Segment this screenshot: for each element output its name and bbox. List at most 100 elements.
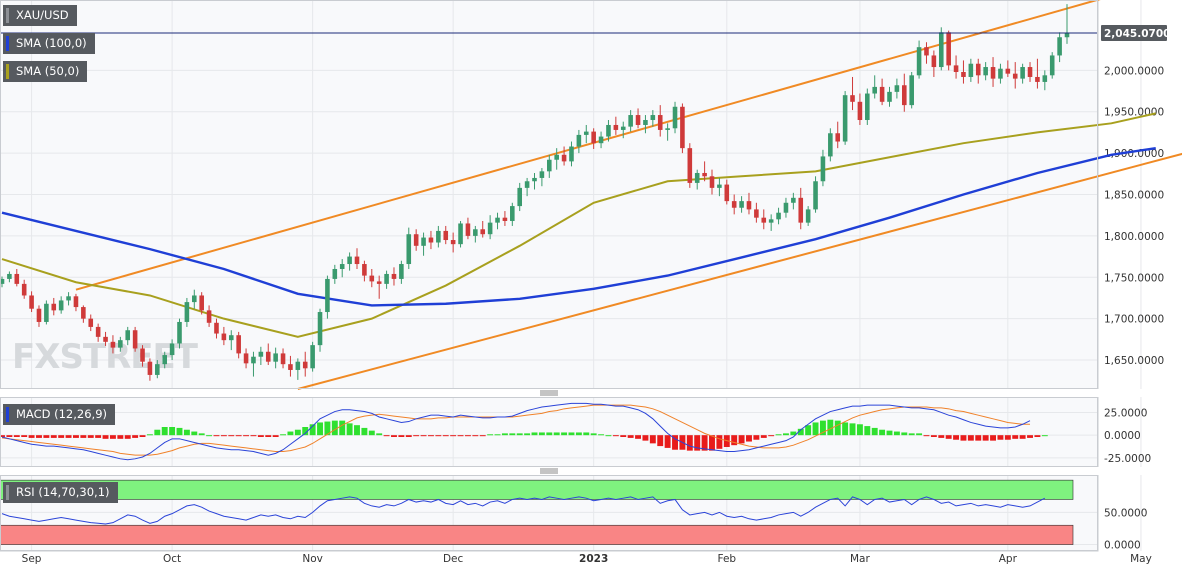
candle-body — [576, 134, 582, 147]
macd-histogram-bar — [524, 433, 531, 436]
candle-body — [983, 67, 988, 76]
macd-histogram-bar — [930, 435, 937, 437]
macd-histogram-bar — [990, 435, 996, 441]
candle-body — [961, 72, 966, 77]
rsi-oversold-band — [0, 524, 1074, 545]
legend-rsi-label: RSI (14,70,30,1) — [16, 485, 110, 499]
candle-body — [44, 303, 49, 322]
y-tick-label: 1,900.0000 — [1104, 148, 1164, 160]
candle-body — [857, 101, 863, 121]
macd-histogram-bar — [36, 435, 42, 438]
candle-body — [376, 281, 382, 284]
candle-body — [184, 302, 190, 322]
macd-histogram-bar — [694, 435, 701, 451]
last-price-label: 2,045.0700 — [1104, 28, 1170, 40]
macd-panel — [0, 396, 1099, 468]
macd-histogram-bar — [146, 434, 153, 436]
candle-body — [813, 181, 818, 210]
candle-body — [598, 136, 604, 144]
macd-histogram-bar — [893, 431, 900, 436]
candle-body — [155, 364, 160, 375]
x-tick-label: Nov — [302, 553, 323, 565]
x-tick-label: Oct — [163, 553, 181, 565]
candle-body — [206, 310, 212, 323]
candle-body — [946, 32, 951, 66]
macd-histogram-bar — [546, 432, 553, 436]
candle-body — [399, 264, 404, 279]
macd-histogram-bar — [923, 435, 930, 437]
candle-body — [302, 361, 308, 369]
macd-histogram-bar — [982, 435, 989, 441]
macd-histogram-bar — [383, 435, 390, 437]
candle-body — [975, 63, 981, 76]
macd-histogram-bar — [442, 435, 449, 437]
candle-body — [214, 322, 219, 334]
legend-sma50-label: SMA (50,0) — [16, 64, 80, 78]
candle-body — [258, 351, 264, 357]
candle-body — [938, 32, 944, 68]
x-tick-label: Apr — [999, 553, 1018, 565]
macd-histogram-bar — [686, 435, 693, 451]
macd-histogram-bar — [87, 435, 94, 438]
macd-histogram-bar — [701, 435, 708, 451]
candle-body — [1020, 67, 1025, 79]
price-panel-border — [0, 0, 1098, 389]
macd-signal-line — [1, 404, 1031, 456]
candle-body — [879, 86, 885, 102]
candle-body — [391, 273, 397, 279]
candle-body — [909, 75, 914, 106]
macd-histogram-bar — [612, 435, 619, 437]
y-tick-label: 2,000.0000 — [1104, 65, 1164, 77]
candle-body — [243, 353, 249, 364]
macd-histogram-bar — [0, 435, 5, 437]
candle-body — [487, 222, 493, 235]
candle-body — [81, 307, 86, 319]
candle-body — [783, 202, 789, 213]
x-tick-label: 2023 — [579, 553, 608, 565]
candle-body — [362, 264, 367, 276]
macd-histogram-bar — [228, 435, 235, 437]
macd-histogram-bar — [95, 435, 102, 438]
candle-body — [413, 234, 419, 246]
macd-histogram-bar — [827, 419, 834, 436]
macd-histogram-bar — [531, 432, 538, 436]
macd-line — [1, 402, 1031, 461]
macd-histogram-bar — [627, 435, 634, 438]
candle-body — [251, 356, 256, 364]
macd-histogram-bar — [191, 431, 198, 436]
macd-histogram-bar — [642, 435, 649, 441]
macd-histogram-bar — [80, 435, 87, 438]
candle-body — [953, 65, 959, 73]
macd-histogram-bar — [487, 434, 494, 436]
macd-histogram-bar — [50, 435, 57, 438]
macd-histogram-bar — [568, 432, 575, 436]
candle-body — [613, 124, 619, 130]
candle-body — [561, 154, 567, 162]
candle-body — [998, 68, 1003, 79]
macd-histogram-bar — [797, 428, 804, 436]
x-tick-label: May — [1130, 553, 1152, 565]
candle-body — [761, 217, 767, 223]
macd-histogram-bar — [908, 433, 915, 436]
candle-body — [850, 95, 855, 102]
candle-body — [228, 335, 234, 341]
macd-histogram-bar — [6, 435, 13, 437]
candle-body — [73, 296, 79, 308]
candle-body — [339, 264, 345, 269]
macd-histogram-bar — [361, 427, 368, 436]
x-tick-label: Feb — [717, 553, 736, 565]
candle-body — [702, 172, 707, 177]
candle-body — [236, 335, 241, 354]
macd-histogram-bar — [435, 435, 442, 437]
macd-histogram-bar — [324, 421, 331, 436]
macd-histogram-bar — [346, 423, 353, 436]
candle-body — [650, 115, 656, 121]
candle-body — [583, 131, 589, 135]
candle-body — [517, 187, 523, 207]
macd-histogram-bar — [871, 427, 878, 436]
macd-histogram-bar — [339, 420, 346, 436]
candle-body — [635, 115, 641, 125]
macd-histogram-bar — [309, 424, 316, 436]
candle-body — [221, 333, 227, 341]
candle-body — [931, 55, 937, 68]
